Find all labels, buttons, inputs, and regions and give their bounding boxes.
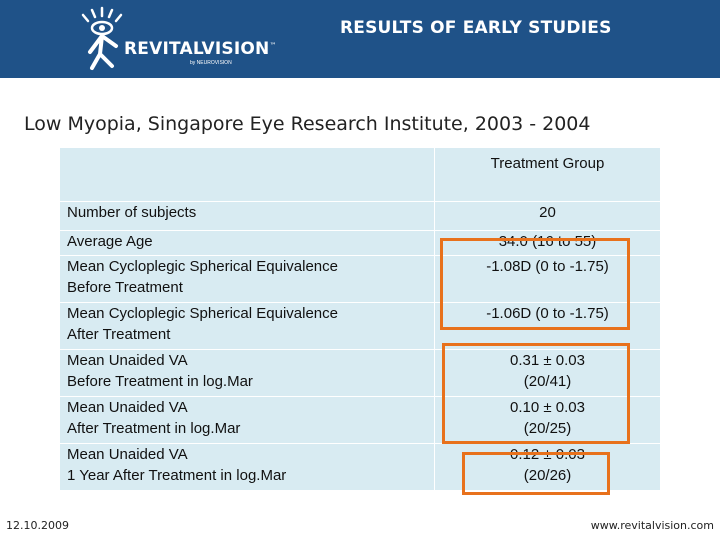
brand-tagline: by NEUROVISION <box>190 60 232 66</box>
table-row: Mean Cycloplegic Spherical Equivalence Be… <box>59 255 661 303</box>
row-label: Mean Cycloplegic Spherical Equivalence Be… <box>59 255 435 303</box>
footer-date: 12.10.2009 <box>6 519 69 532</box>
row-label: Mean Unaided VA After Treatment in log.Ma… <box>59 396 435 444</box>
row-value: 0.31 ± 0.03 (20/41) <box>434 349 661 397</box>
row-value: -1.08D (0 to -1.75) <box>434 255 661 303</box>
row-label: Mean Unaided VA Before Treatment in log.M… <box>59 349 435 397</box>
row-value: 20 <box>434 201 661 231</box>
slide-title: RESULTS OF EARLY STUDIES <box>340 18 612 38</box>
row-label: Mean Cycloplegic Spherical Equivalence Af… <box>59 302 435 350</box>
empty-header-cell <box>59 147 435 202</box>
table-row: Mean Unaided VA Before Treatment in log.M… <box>59 349 661 397</box>
row-value: 0.10 ± 0.03 (20/25) <box>434 396 661 444</box>
header-bar: REVITALVISION™ by NEUROVISION RESULTS OF… <box>0 0 720 78</box>
table-row: Average Age 34.0 (16 to 55) <box>59 230 661 256</box>
row-label: Mean Unaided VA 1 Year After Treatment in… <box>59 443 435 491</box>
table-row: Number of subjects 20 <box>59 201 661 231</box>
results-table: Treatment Group Number of subjects 20 Av… <box>59 147 661 491</box>
row-value: 34.0 (16 to 55) <box>434 230 661 256</box>
row-label: Number of subjects <box>59 201 435 231</box>
study-subtitle: Low Myopia, Singapore Eye Research Insti… <box>24 113 591 135</box>
revitalvision-logo: REVITALVISION™ by NEUROVISION <box>72 6 292 72</box>
table-row: Mean Unaided VA 1 Year After Treatment in… <box>59 443 661 491</box>
table-header-row: Treatment Group <box>59 147 661 202</box>
row-label: Average Age <box>59 230 435 256</box>
row-value: -1.06D (0 to -1.75) <box>434 302 661 350</box>
eye-figure-icon <box>81 6 123 70</box>
treatment-group-header: Treatment Group <box>434 147 661 202</box>
table-row: Mean Cycloplegic Spherical Equivalence Af… <box>59 302 661 350</box>
row-value: 0.12 ± 0.03 (20/26) <box>434 443 661 491</box>
brand-name: REVITALVISION™ <box>124 39 277 59</box>
footer-url: www.revitalvision.com <box>590 519 714 532</box>
table-row: Mean Unaided VA After Treatment in log.Ma… <box>59 396 661 444</box>
